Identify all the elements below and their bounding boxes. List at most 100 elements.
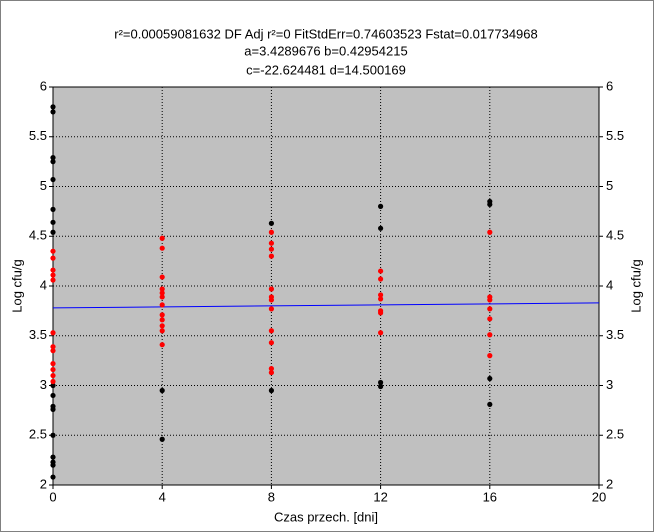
data-point	[159, 290, 165, 296]
data-point	[50, 176, 56, 183]
data-point	[50, 159, 56, 165]
y2-tick-label: 6	[606, 78, 613, 93]
data-point	[159, 286, 165, 292]
data-point	[487, 353, 493, 359]
data-point	[50, 255, 56, 261]
data-point	[50, 277, 56, 283]
x-tick-label: 0	[49, 489, 56, 504]
data-point	[50, 361, 56, 367]
data-point	[50, 372, 56, 379]
data-point	[487, 332, 493, 338]
title-line: r²=0.00059081632 DF Adj r²=0 FitStdErr=0…	[114, 26, 538, 41]
data-point	[50, 219, 56, 225]
y-tick-label: 3	[40, 377, 47, 392]
data-point	[50, 462, 56, 468]
data-point	[159, 317, 165, 323]
y-axis-label: Log cfu/g	[9, 259, 24, 313]
y2-tick-label: 3	[606, 377, 613, 392]
data-point	[159, 294, 165, 300]
data-point	[487, 375, 493, 382]
data-point	[487, 297, 493, 303]
y-tick-label: 4.5	[29, 228, 47, 243]
data-point	[159, 274, 165, 280]
title-line: c=-22.624481 d=14.500169	[246, 62, 406, 77]
data-point	[50, 272, 56, 278]
y-tick-label: 2	[40, 476, 47, 491]
data-point	[378, 203, 384, 209]
data-point	[268, 328, 274, 334]
data-point	[159, 342, 165, 348]
data-point	[268, 365, 274, 372]
y-tick-label: 5.5	[29, 128, 47, 143]
data-point	[268, 306, 274, 312]
data-point	[268, 229, 274, 235]
data-point	[159, 387, 165, 394]
data-point	[159, 312, 165, 318]
data-point	[159, 328, 165, 334]
data-point	[268, 286, 274, 292]
y2-tick-label: 5	[606, 178, 613, 193]
data-point	[50, 344, 56, 350]
data-point	[159, 302, 165, 308]
data-point	[159, 235, 165, 241]
y2-tick-label: 5.5	[606, 128, 624, 143]
data-point	[487, 229, 493, 235]
data-point	[487, 401, 493, 408]
y2-axis-label: Log cfu/g	[628, 259, 643, 313]
data-point	[50, 206, 56, 212]
y2-tick-label: 2	[606, 476, 613, 491]
fit-line	[52, 302, 600, 309]
title-line: a=3.4289676 b=0.42954215	[244, 43, 407, 58]
y-tick-label: 6	[40, 78, 47, 93]
data-point	[268, 240, 274, 246]
data-point	[378, 225, 384, 231]
data-point	[50, 155, 56, 161]
data-point	[159, 323, 165, 329]
data-point	[50, 454, 56, 460]
data-point	[378, 330, 384, 336]
data-point	[378, 292, 384, 298]
data-point	[50, 378, 56, 385]
data-point	[268, 369, 274, 376]
x-tick-label: 12	[373, 489, 387, 504]
x-tick-label: 4	[159, 489, 166, 504]
data-point	[378, 276, 384, 282]
x-tick-label: 16	[483, 489, 497, 504]
y2-tick-label: 4.5	[606, 228, 624, 243]
y2-tick-label: 2.5	[606, 427, 624, 442]
data-point	[159, 436, 165, 442]
data-point	[50, 267, 56, 273]
data-point	[50, 392, 56, 399]
data-point	[378, 310, 384, 316]
data-point	[487, 316, 493, 322]
data-point	[50, 248, 56, 254]
x-tick-label: 20	[592, 489, 606, 504]
data-point	[50, 109, 56, 115]
data-point	[159, 245, 165, 251]
data-point	[268, 340, 274, 346]
y2-tick-label: 3.5	[606, 327, 624, 342]
data-point	[378, 268, 384, 274]
data-point	[487, 201, 493, 208]
data-point	[50, 330, 56, 336]
data-point	[378, 379, 384, 386]
data-point	[378, 296, 384, 302]
data-point	[50, 366, 56, 373]
data-point	[268, 387, 274, 394]
x-axis-label: Czas przech. [dni]	[274, 509, 378, 524]
data-point	[50, 432, 56, 438]
y-tick-label: 5	[40, 178, 47, 193]
data-point	[268, 297, 274, 303]
data-point	[268, 253, 274, 259]
y-tick-label: 4	[40, 277, 47, 292]
data-point	[50, 382, 56, 389]
data-point	[50, 348, 56, 354]
x-tick-label: 8	[268, 489, 275, 504]
data-point	[268, 220, 274, 226]
y-tick-label: 3.5	[29, 327, 47, 342]
y-tick-label: 2.5	[29, 427, 47, 442]
y2-tick-label: 4	[606, 277, 613, 292]
data-point	[378, 383, 384, 390]
data-point	[268, 246, 274, 252]
